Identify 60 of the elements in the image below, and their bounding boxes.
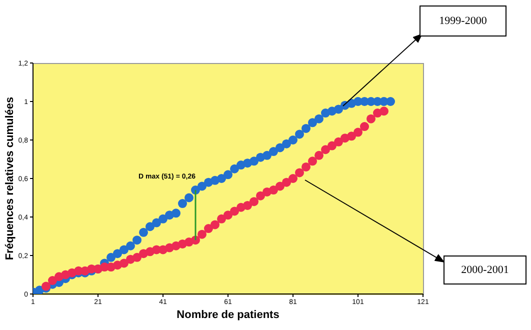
point bbox=[354, 128, 362, 137]
point bbox=[269, 147, 278, 156]
point bbox=[386, 97, 395, 106]
point bbox=[243, 200, 252, 210]
x-axis-title: Nombre de patients bbox=[176, 309, 280, 321]
point bbox=[120, 258, 128, 268]
point bbox=[250, 156, 258, 166]
point bbox=[295, 168, 304, 178]
point bbox=[360, 122, 369, 132]
point bbox=[380, 106, 388, 116]
point bbox=[366, 114, 376, 124]
point bbox=[146, 222, 154, 232]
point bbox=[269, 186, 278, 195]
point bbox=[282, 178, 291, 187]
point bbox=[256, 191, 265, 200]
point bbox=[276, 143, 284, 152]
text: 1999-2000 bbox=[439, 15, 488, 27]
point bbox=[132, 236, 142, 245]
point bbox=[230, 206, 239, 216]
point bbox=[184, 193, 194, 202]
point bbox=[250, 197, 258, 206]
point bbox=[132, 252, 142, 262]
point bbox=[314, 114, 324, 124]
point bbox=[139, 228, 148, 237]
point bbox=[152, 218, 161, 228]
point bbox=[314, 150, 324, 160]
point bbox=[230, 164, 239, 174]
point bbox=[262, 150, 272, 160]
point bbox=[158, 214, 168, 224]
point bbox=[328, 141, 336, 150]
point bbox=[48, 276, 57, 286]
point bbox=[334, 104, 343, 114]
point bbox=[217, 214, 226, 224]
point bbox=[224, 210, 232, 220]
point bbox=[106, 252, 116, 262]
point bbox=[178, 199, 187, 208]
point bbox=[120, 245, 128, 254]
point bbox=[347, 132, 356, 141]
y-axis-title: Fréquences relatives cumulées bbox=[4, 96, 16, 260]
point bbox=[204, 224, 213, 234]
point bbox=[288, 174, 298, 183]
point bbox=[198, 182, 206, 191]
point bbox=[172, 208, 180, 218]
point bbox=[295, 130, 304, 139]
point bbox=[321, 145, 330, 154]
point bbox=[308, 156, 317, 166]
point bbox=[288, 136, 298, 144]
point bbox=[334, 137, 343, 146]
point bbox=[113, 249, 122, 258]
point bbox=[282, 139, 291, 148]
point bbox=[276, 182, 284, 191]
point bbox=[198, 230, 206, 239]
point bbox=[224, 170, 232, 180]
point bbox=[210, 220, 220, 230]
point bbox=[302, 124, 310, 133]
point bbox=[308, 118, 317, 128]
point bbox=[302, 162, 310, 172]
text: 2000-2001 bbox=[461, 264, 509, 276]
point bbox=[217, 174, 226, 183]
point bbox=[126, 241, 135, 250]
